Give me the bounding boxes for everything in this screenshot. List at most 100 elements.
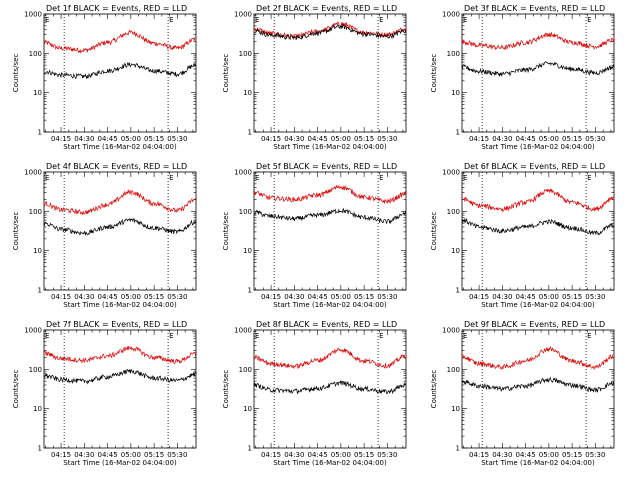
x-tick-label: 04:30 — [74, 293, 94, 301]
plot-frame — [461, 329, 615, 449]
x-tick-label: 04:15 — [261, 451, 281, 459]
y-tick-label: 1000 — [234, 11, 252, 19]
event-marker-label: E — [587, 332, 591, 340]
y-tick-label: 1000 — [442, 169, 460, 177]
x-tick-label: 05:15 — [144, 293, 164, 301]
series-events-line — [254, 24, 407, 41]
event-marker-label: E — [255, 174, 259, 182]
y-tick-label: 10 — [33, 247, 42, 255]
x-tick-label: 04:30 — [284, 293, 304, 301]
plot-frame — [461, 171, 615, 291]
x-tick-label: 04:30 — [492, 135, 512, 143]
panel-6: Det 6f BLACK = Events, RED = LLD 1 10 100 10… — [430, 162, 615, 309]
event-marker-label: E — [255, 16, 259, 24]
event-marker-label: E — [45, 16, 49, 24]
panel-9: Det 9f BLACK = Events, RED = LLD 1 10 100 10… — [430, 320, 615, 467]
x-tick-label: 04:45 — [515, 293, 535, 301]
panel-3: Det 3f BLACK = Events, RED = LLD 1 10 100 10… — [430, 4, 615, 151]
panel-7: Det 7f BLACK = Events, RED = LLD 1 10 100 10… — [12, 320, 197, 467]
y-tick-label: 1 — [38, 445, 42, 453]
x-tick-label: 05:30 — [585, 451, 605, 459]
plot-frame — [461, 13, 615, 133]
y-tick-label: 1000 — [24, 327, 42, 335]
x-tick-label: 05:00 — [539, 293, 559, 301]
x-tick-label: 04:15 — [469, 135, 489, 143]
y-tick-label: 10 — [33, 89, 42, 97]
event-marker-label: E — [255, 332, 259, 340]
x-tick-label: 04:15 — [51, 135, 71, 143]
y-axis-label: Counts/sec — [12, 370, 20, 409]
x-tick-label: 04:15 — [261, 135, 281, 143]
plot-frame — [253, 171, 407, 291]
panel-title: Det 8f BLACK = Events, RED = LLD — [256, 320, 397, 329]
event-marker-label: E — [463, 332, 467, 340]
x-tick-label: 05:00 — [539, 451, 559, 459]
x-tick-label: 04:45 — [307, 135, 327, 143]
x-tick-label: 04:45 — [97, 451, 117, 459]
x-axis-label: Start Time (16-Mar-02 04:04:00) — [481, 459, 595, 467]
x-tick-label: 05:30 — [585, 135, 605, 143]
y-tick-label: 1 — [38, 287, 42, 295]
series-lld-line — [461, 31, 615, 51]
x-tick-label: 04:30 — [492, 451, 512, 459]
panel-title: Det 5f BLACK = Events, RED = LLD — [256, 162, 397, 171]
x-tick-label: 04:15 — [469, 451, 489, 459]
y-tick-label: 1000 — [234, 327, 252, 335]
panel-title: Det 1f BLACK = Events, RED = LLD — [46, 4, 187, 13]
y-tick-label: 1000 — [442, 327, 460, 335]
x-tick-label: 04:45 — [515, 451, 535, 459]
y-axis-label: Counts/sec — [222, 54, 230, 93]
event-marker-label: E — [587, 16, 591, 24]
x-tick-label: 04:15 — [51, 293, 71, 301]
y-tick-label: 1 — [456, 287, 460, 295]
x-tick-label: 04:30 — [284, 451, 304, 459]
x-tick-label: 04:15 — [261, 293, 281, 301]
y-tick-label: 1 — [456, 129, 460, 137]
x-tick-label: 05:00 — [121, 451, 141, 459]
x-tick-label: 04:45 — [307, 293, 327, 301]
x-tick-label: 04:30 — [74, 135, 94, 143]
x-tick-label: 05:30 — [377, 293, 397, 301]
x-tick-label: 05:15 — [562, 451, 582, 459]
y-axis-label: Counts/sec — [430, 370, 438, 409]
x-tick-label: 05:30 — [377, 451, 397, 459]
y-axis-label: Counts/sec — [430, 54, 438, 93]
plot-frame — [253, 329, 407, 449]
y-tick-label: 1000 — [24, 169, 42, 177]
series-lld-line — [253, 348, 407, 369]
series-events-line — [461, 217, 615, 236]
y-tick-label: 100 — [447, 208, 460, 216]
series-events-line — [461, 61, 615, 77]
x-tick-label: 05:30 — [585, 293, 605, 301]
x-axis-label: Start Time (16-Mar-02 04:04:00) — [63, 459, 177, 467]
x-axis-label: Start Time (16-Mar-02 04:04:00) — [63, 143, 177, 151]
x-tick-label: 04:30 — [284, 135, 304, 143]
y-tick-label: 10 — [451, 89, 460, 97]
y-tick-label: 1000 — [442, 11, 460, 19]
series-events-line — [253, 207, 407, 225]
x-tick-label: 05:15 — [144, 451, 164, 459]
y-tick-label: 1 — [38, 129, 42, 137]
x-tick-label: 04:15 — [51, 451, 71, 459]
x-tick-label: 05:15 — [354, 293, 374, 301]
x-tick-label: 05:00 — [121, 293, 141, 301]
series-events-line — [253, 379, 407, 395]
x-tick-label: 05:30 — [167, 135, 187, 143]
x-tick-label: 05:30 — [167, 293, 187, 301]
y-tick-label: 10 — [451, 405, 460, 413]
event-marker-label: E — [463, 16, 467, 24]
x-tick-label: 04:15 — [469, 293, 489, 301]
y-tick-label: 100 — [239, 50, 252, 58]
x-axis-label: Start Time (16-Mar-02 04:04:00) — [273, 459, 387, 467]
event-marker-label: E — [45, 332, 49, 340]
panel-title: Det 4f BLACK = Events, RED = LLD — [46, 162, 187, 171]
series-events-line — [43, 62, 197, 80]
series-lld-line — [43, 189, 197, 216]
y-tick-label: 100 — [29, 50, 42, 58]
plot-frame — [43, 171, 197, 291]
panel-2: Det 2f BLACK = Events, RED = LLD 1 10 100 10… — [222, 4, 407, 151]
x-axis-label: Start Time (16-Mar-02 04:04:00) — [273, 301, 387, 309]
x-axis-label: Start Time (16-Mar-02 04:04:00) — [63, 301, 177, 309]
y-axis-label: Counts/sec — [430, 212, 438, 251]
y-tick-label: 10 — [243, 89, 252, 97]
